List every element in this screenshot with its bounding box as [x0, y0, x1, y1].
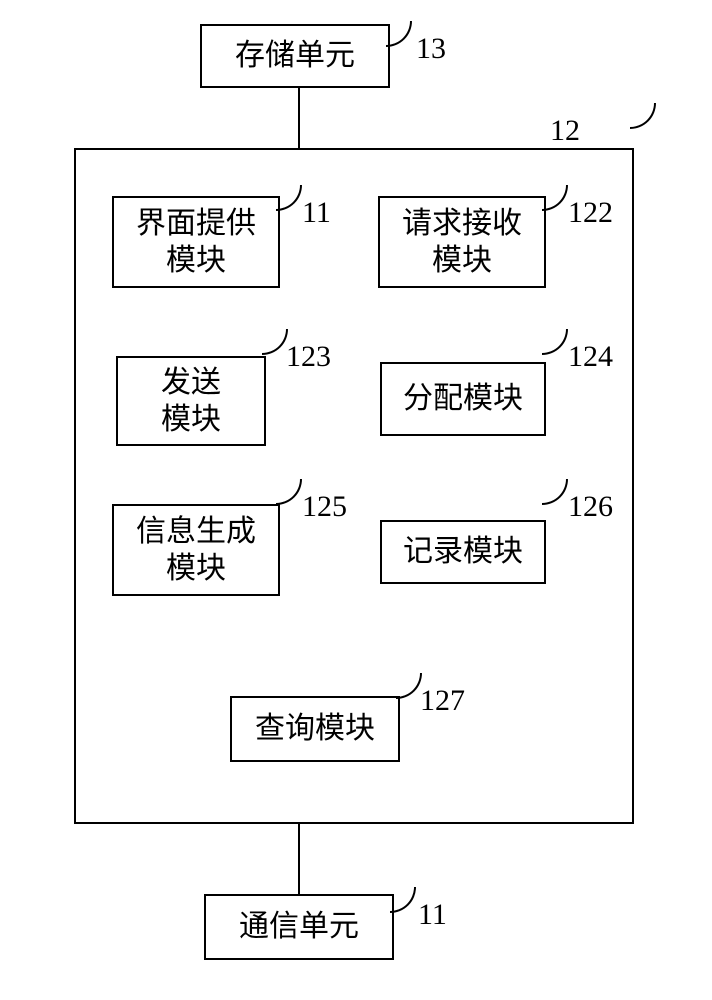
ref-req_recv: 122: [568, 196, 613, 230]
diagram-stage: 12 存储单元 13 界面提供 模块 11 请求接收 模块 122 发送 模块 123 分配模块 1…: [0, 0, 712, 1000]
node-query: 查询模块: [230, 696, 400, 762]
node-comm-text: 通信单元: [239, 908, 359, 946]
node-query-text: 查询模块: [255, 710, 375, 748]
node-storage: 存储单元: [200, 24, 390, 88]
ref-record: 126: [568, 490, 613, 524]
leader-storage: [386, 21, 412, 47]
node-assign: 分配模块: [380, 362, 546, 436]
node-storage-text: 存储单元: [235, 37, 355, 75]
ref-storage: 13: [416, 32, 446, 66]
node-record: 记录模块: [380, 520, 546, 584]
node-ui_provide-text: 界面提供 模块: [136, 205, 256, 280]
ref-ui_provide: 11: [302, 196, 331, 230]
ref-comm: 11: [418, 898, 447, 932]
node-info_gen: 信息生成 模块: [112, 504, 280, 596]
node-comm: 通信单元: [204, 894, 394, 960]
edge-storage: [298, 88, 300, 148]
ref-query: 127: [420, 684, 465, 718]
ref-send: 123: [286, 340, 331, 374]
leader-container: [630, 103, 656, 129]
node-record-text: 记录模块: [403, 533, 523, 571]
ref-container: 12: [550, 114, 580, 148]
node-info_gen-text: 信息生成 模块: [136, 513, 256, 588]
ref-assign: 124: [568, 340, 613, 374]
node-assign-text: 分配模块: [403, 380, 523, 418]
node-send-text: 发送 模块: [161, 364, 221, 439]
leader-comm: [390, 887, 416, 913]
node-req_recv: 请求接收 模块: [378, 196, 546, 288]
ref-info_gen: 125: [302, 490, 347, 524]
node-send: 发送 模块: [116, 356, 266, 446]
node-ui_provide: 界面提供 模块: [112, 196, 280, 288]
edge-container: [298, 824, 300, 894]
node-req_recv-text: 请求接收 模块: [402, 205, 522, 280]
